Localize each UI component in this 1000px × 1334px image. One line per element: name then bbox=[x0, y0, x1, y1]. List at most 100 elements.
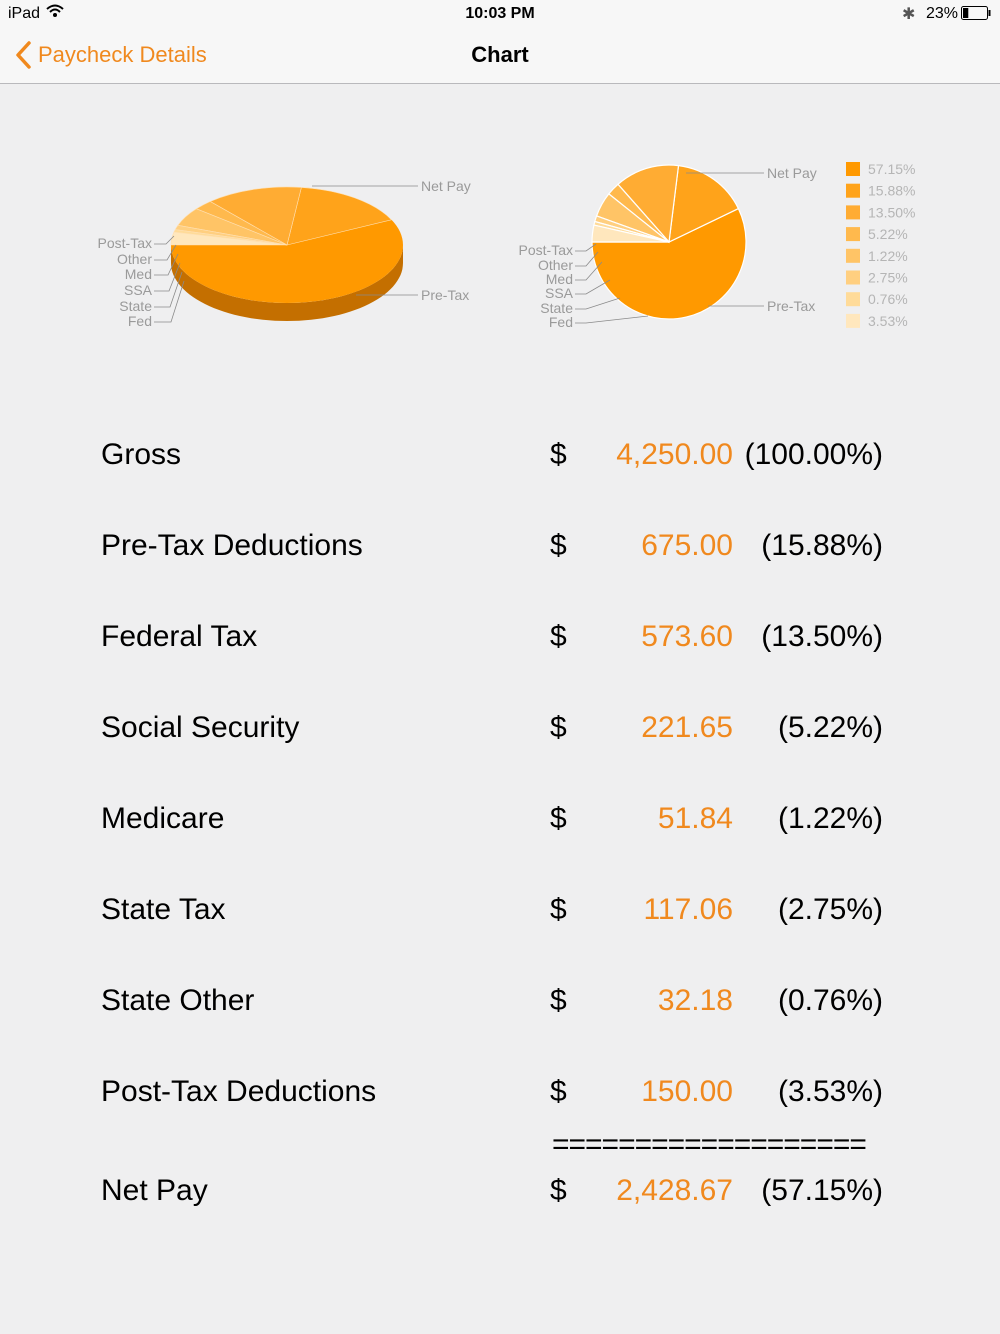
table-row: Federal Tax $573.60 (13.50%) bbox=[0, 620, 1000, 660]
total-separator: =================== bbox=[552, 1128, 867, 1161]
pie2d-leader-fed bbox=[575, 315, 649, 324]
pie-charts: Net PayPre-TaxPost-TaxOtherMedSSAStateFe… bbox=[98, 161, 916, 330]
legend-swatch bbox=[846, 205, 860, 220]
pie2d-label-pre-tax: Pre-Tax bbox=[767, 298, 815, 314]
pie2d-leader-ssa bbox=[575, 279, 611, 295]
table-row: Pre-Tax Deductions $675.00 (15.88%) bbox=[0, 529, 1000, 569]
currency-symbol: $ bbox=[550, 984, 567, 1017]
legend-label: 57.15% bbox=[868, 161, 915, 177]
pie2d-leader-med bbox=[575, 261, 603, 281]
device-name: iPad bbox=[8, 5, 41, 22]
pie2d-leader-post-tax bbox=[575, 243, 597, 252]
chevron-left-icon bbox=[16, 41, 31, 69]
row-amount: 221.65 bbox=[641, 711, 733, 744]
row-label: State Tax bbox=[101, 893, 226, 926]
pie2d-leader-other bbox=[575, 251, 599, 267]
total-amount: 2,428.67 bbox=[616, 1174, 733, 1207]
pie3d-slice-net-pay bbox=[171, 219, 403, 303]
pie3d-label-med: Med bbox=[125, 266, 152, 282]
table-row: Medicare $51.84 (1.22%) bbox=[0, 802, 1000, 842]
row-label: State Other bbox=[101, 984, 255, 1017]
legend-swatch bbox=[846, 270, 860, 285]
row-amount: 117.06 bbox=[643, 893, 733, 926]
total-row: Net Pay $2,428.67 (57.15%) bbox=[0, 1174, 1000, 1214]
row-percent: (3.53%) bbox=[777, 1075, 883, 1108]
pie3d-label-net-pay: Net Pay bbox=[421, 178, 471, 194]
pie3d-side-net-pay bbox=[171, 245, 403, 321]
row-percent: (0.76%) bbox=[777, 984, 883, 1017]
legend-swatch bbox=[846, 248, 860, 263]
pie3d-leader-med bbox=[154, 253, 179, 276]
table-row: Social Security $221.65 (5.22%) bbox=[0, 711, 1000, 751]
row-amount: 675.00 bbox=[641, 529, 733, 562]
pie3d-slice-fed bbox=[209, 186, 302, 246]
pie2d-label-ssa: SSA bbox=[545, 285, 574, 301]
pie2d-leader-state bbox=[575, 297, 621, 310]
bluetooth-icon: ✱ bbox=[902, 6, 916, 23]
currency-symbol: $ bbox=[550, 1174, 567, 1207]
pie2d-slice-post-tax bbox=[591, 224, 670, 243]
pie2d-label-net-pay: Net Pay bbox=[767, 165, 817, 181]
pie3d-label-other: Other bbox=[117, 251, 152, 267]
legend-swatch bbox=[846, 162, 860, 176]
back-label: Paycheck Details bbox=[38, 42, 207, 67]
currency-symbol: $ bbox=[550, 711, 567, 744]
row-percent: (2.75%) bbox=[777, 893, 883, 926]
pie3d-leader-state bbox=[154, 271, 183, 308]
total-label: Net Pay bbox=[101, 1174, 208, 1207]
row-percent: (13.50%) bbox=[761, 620, 883, 653]
row-amount: 4,250.00 bbox=[616, 438, 733, 471]
currency-symbol: $ bbox=[550, 802, 567, 835]
pie2d-label-fed: Fed bbox=[549, 314, 573, 330]
legend-label: 1.22% bbox=[868, 248, 908, 264]
pie3d-leader-other bbox=[154, 244, 177, 261]
currency-symbol: $ bbox=[550, 893, 567, 926]
pie2d-label-state: State bbox=[540, 300, 573, 316]
table-row: Gross $4,250.00 (100.00%) bbox=[0, 438, 1000, 478]
legend-label: 2.75% bbox=[868, 270, 908, 286]
currency-symbol: $ bbox=[550, 529, 567, 562]
row-percent: (15.88%) bbox=[761, 529, 883, 562]
row-percent: (1.22%) bbox=[777, 802, 883, 835]
pie3d-leader-fed bbox=[154, 280, 185, 323]
row-amount: 32.18 bbox=[657, 984, 733, 1017]
pie3d-label-state: State bbox=[119, 298, 152, 314]
row-amount: 150.00 bbox=[641, 1075, 733, 1108]
currency-symbol: $ bbox=[550, 438, 567, 471]
currency-symbol: $ bbox=[550, 620, 567, 653]
currency-symbol: $ bbox=[550, 1075, 567, 1108]
table-row: State Other $32.18 (0.76%) bbox=[0, 984, 1000, 1024]
row-label: Federal Tax bbox=[101, 620, 258, 653]
wifi-icon bbox=[46, 4, 64, 17]
legend-label: 15.88% bbox=[868, 183, 915, 199]
battery-icon bbox=[961, 6, 991, 20]
pie3d-leader-post-tax bbox=[154, 235, 175, 245]
legend-label: 13.50% bbox=[868, 204, 915, 220]
legend-label: 5.22% bbox=[868, 226, 908, 242]
row-label: Gross bbox=[101, 438, 182, 471]
back-button[interactable]: Paycheck Details bbox=[14, 40, 207, 70]
pie3d-label-fed: Fed bbox=[128, 313, 152, 329]
status-bar: iPad 10:03 PM ✱ 23% bbox=[0, 0, 1000, 28]
pie2d-slice-pre-tax bbox=[668, 164, 740, 244]
pie2d-slice-net-pay bbox=[591, 207, 747, 320]
pie2d-label-med: Med bbox=[546, 271, 573, 287]
row-label: Post-Tax Deductions bbox=[101, 1075, 377, 1108]
pie2d-label-other: Other bbox=[538, 257, 573, 273]
pie3d-leader-ssa bbox=[154, 262, 181, 292]
legend-label: 0.76% bbox=[868, 291, 908, 307]
row-label: Social Security bbox=[101, 711, 300, 744]
row-amount: 51.84 bbox=[657, 802, 733, 835]
row-amount: 573.60 bbox=[641, 620, 733, 653]
clock: 10:03 PM bbox=[465, 5, 535, 22]
row-percent: (5.22%) bbox=[777, 711, 883, 744]
pie3d-slice-pre-tax bbox=[286, 187, 393, 246]
battery-percent: 23% bbox=[926, 5, 959, 22]
charts-area: Net Pay Pre-Tax Post-Tax Other Med SSA State Fe… bbox=[0, 84, 1000, 384]
legend-swatch bbox=[846, 183, 860, 198]
row-percent: (100.00%) bbox=[744, 438, 883, 471]
row-label: Pre-Tax Deductions bbox=[101, 529, 363, 562]
row-label: Medicare bbox=[101, 802, 225, 835]
page-title: Chart bbox=[471, 42, 529, 67]
navigation-bar: Paycheck Details Chart bbox=[0, 28, 1000, 84]
